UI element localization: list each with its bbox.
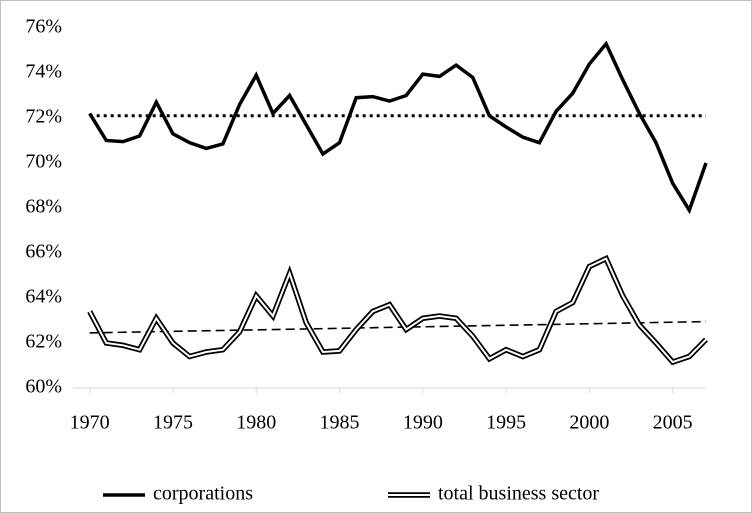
x-tick-label: 1995 [486,412,526,434]
x-tick-label: 1975 [153,412,193,434]
y-tick-label: 62% [25,331,62,353]
y-tick-label: 76% [25,16,62,38]
x-tick-label: 1980 [236,412,276,434]
y-tick-label: 72% [25,106,62,128]
y-tick-label: 68% [25,196,62,218]
legend-label: corporations [153,483,253,505]
y-tick-label: 70% [25,151,62,173]
y-tick-label: 60% [25,376,62,398]
x-tick-label: 2005 [653,412,693,434]
x-tick-label: 1990 [403,412,443,434]
legend-label: total business sector [438,483,599,505]
series-line-inner [88,257,707,364]
y-tick-label: 66% [25,241,62,263]
reference-line [89,320,707,334]
series-line [88,40,708,215]
x-tick-label: 1970 [70,412,110,434]
x-tick-label: 2000 [569,412,609,434]
y-tick-label: 64% [25,286,62,308]
x-tick-label: 1985 [320,412,360,434]
y-tick-label: 74% [25,61,62,83]
